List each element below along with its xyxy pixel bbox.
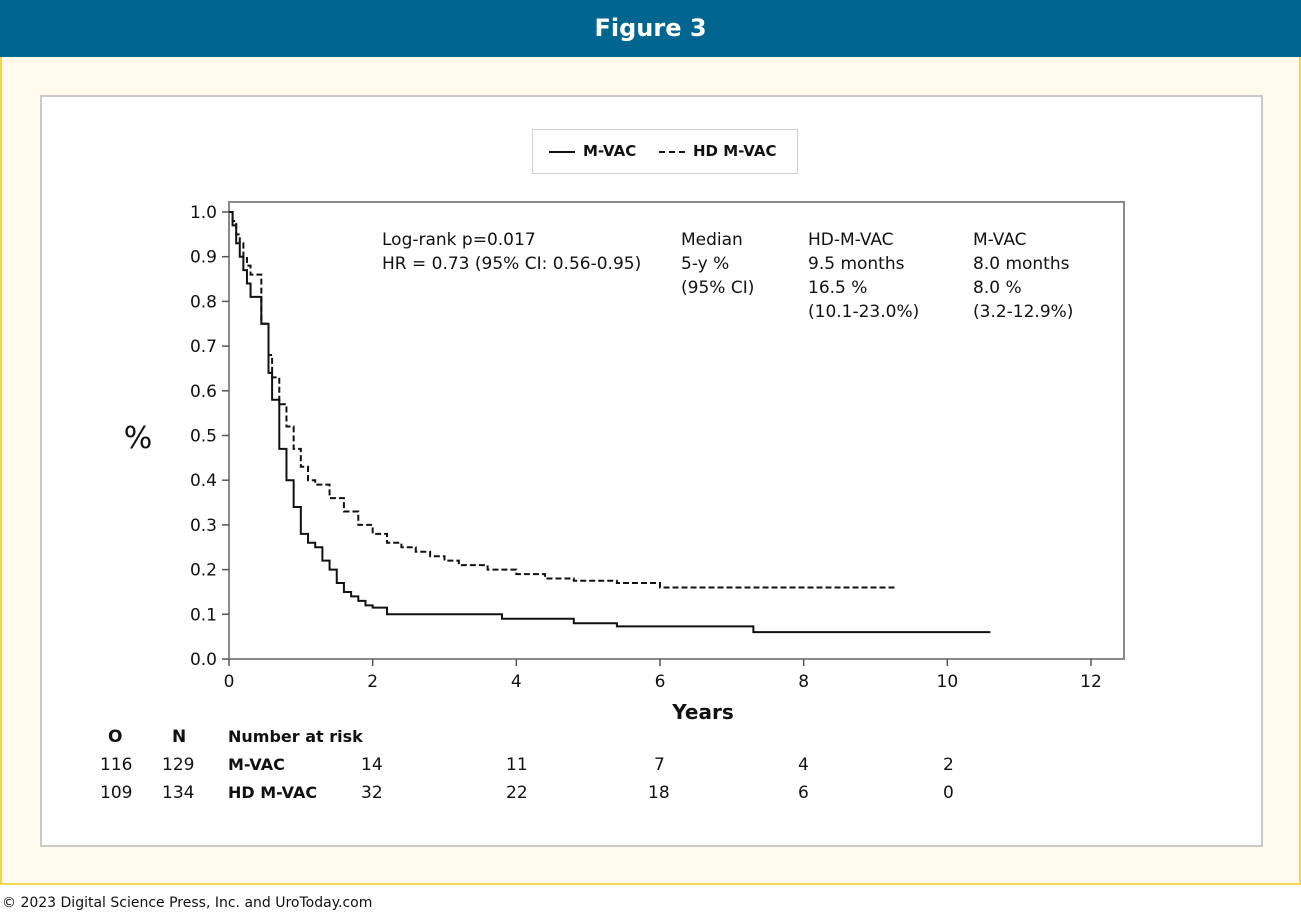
y-tick-label: 0.2 [190, 561, 217, 581]
hd-m-vac-title: HD-M-VAC [808, 230, 894, 250]
risk-row-m-vac-value: 7 [654, 755, 665, 775]
series-line-hd-m-vac [229, 211, 898, 589]
y-tick-label: 0.0 [190, 650, 217, 670]
risk-header-n: N [172, 727, 187, 747]
risk-row-hd-m-vac-value: 32 [361, 783, 383, 803]
x-tick-label: 0 [224, 672, 235, 692]
legend-label-m-vac: M-VAC [583, 142, 637, 160]
m-vac-title: M-VAC [973, 230, 1027, 250]
x-tick-label: 12 [1080, 672, 1102, 692]
x-axis-ticks: 0 2 4 6 8 10 12 [224, 659, 1102, 692]
risk-row-m-vac-n: 129 [162, 755, 195, 775]
hd-m-vac-five-year: 16.5 % [808, 278, 868, 298]
x-tick-label: 4 [511, 672, 522, 692]
risk-row-hd-m-vac-o: 109 [100, 783, 133, 803]
chart-legend: M-VAC HD M-VAC [532, 129, 798, 174]
risk-row-m-vac-value: 4 [798, 755, 809, 775]
hd-m-vac-ci: (10.1-23.0%) [808, 302, 920, 322]
x-tick-label: 8 [798, 672, 809, 692]
y-axis-label: % [124, 421, 153, 456]
x-axis-label: Years [671, 700, 733, 724]
y-tick-label: 0.7 [190, 337, 217, 357]
risk-row-hd-m-vac-value: 6 [798, 783, 809, 803]
risk-header-label: Number at risk [228, 727, 363, 746]
y-tick-label: 0.4 [190, 471, 217, 491]
plot-area [228, 201, 1125, 660]
y-tick-label: 0.8 [190, 292, 217, 312]
risk-row-m-vac-value: 2 [943, 755, 954, 775]
risk-header-o: O [108, 727, 123, 747]
x-tick-label: 10 [937, 672, 959, 692]
risk-row-m-vac-name: M-VAC [228, 755, 285, 774]
risk-row-m-vac-o: 116 [100, 755, 133, 775]
risk-row-hd-m-vac-name: HD M-VAC [228, 783, 318, 802]
m-vac-ci: (3.2-12.9%) [973, 302, 1074, 322]
y-tick-label: 0.6 [190, 382, 217, 402]
series-group [229, 211, 991, 634]
legend-line-hd-m-vac [659, 151, 685, 153]
x-tick-label: 2 [367, 672, 378, 692]
copyright-text: © 2023 Digital Science Press, Inc. and U… [2, 895, 373, 911]
risk-row-hd-m-vac-n: 134 [162, 783, 195, 803]
y-tick-label: 0.1 [190, 605, 217, 625]
y-tick-label: 0.9 [190, 248, 217, 268]
legend-label-hd-m-vac: HD M-VAC [693, 142, 777, 160]
risk-row-m-vac-value: 11 [506, 755, 528, 775]
five-year-label: 5-y % [681, 254, 730, 274]
y-axis-ticks: 0.0 0.1 0.2 0.3 0.4 0.5 0.6 0.7 0.8 0.9 1.0 [190, 203, 229, 670]
y-tick-label: 0.3 [190, 516, 217, 536]
logrank-text: Log-rank p=0.017 [382, 230, 536, 250]
risk-row-hd-m-vac-value: 0 [943, 783, 954, 803]
figure-title: Figure 3 [594, 14, 707, 42]
risk-row-m-vac-value: 14 [361, 755, 383, 775]
median-label: Median [681, 230, 743, 250]
y-tick-label: 0.5 [190, 427, 217, 447]
risk-row-hd-m-vac-value: 22 [506, 783, 528, 803]
m-vac-five-year: 8.0 % [973, 278, 1022, 298]
y-tick-label: 1.0 [190, 203, 217, 223]
series-line-m-vac [229, 211, 991, 634]
ci-label: (95% CI) [681, 278, 755, 298]
hd-m-vac-median: 9.5 months [808, 254, 905, 274]
risk-row-hd-m-vac-value: 18 [648, 783, 670, 803]
legend-line-m-vac [549, 151, 575, 153]
hazard-ratio-text: HR = 0.73 (95% CI: 0.56-0.95) [382, 254, 642, 274]
m-vac-median: 8.0 months [973, 254, 1070, 274]
x-tick-label: 6 [655, 672, 666, 692]
